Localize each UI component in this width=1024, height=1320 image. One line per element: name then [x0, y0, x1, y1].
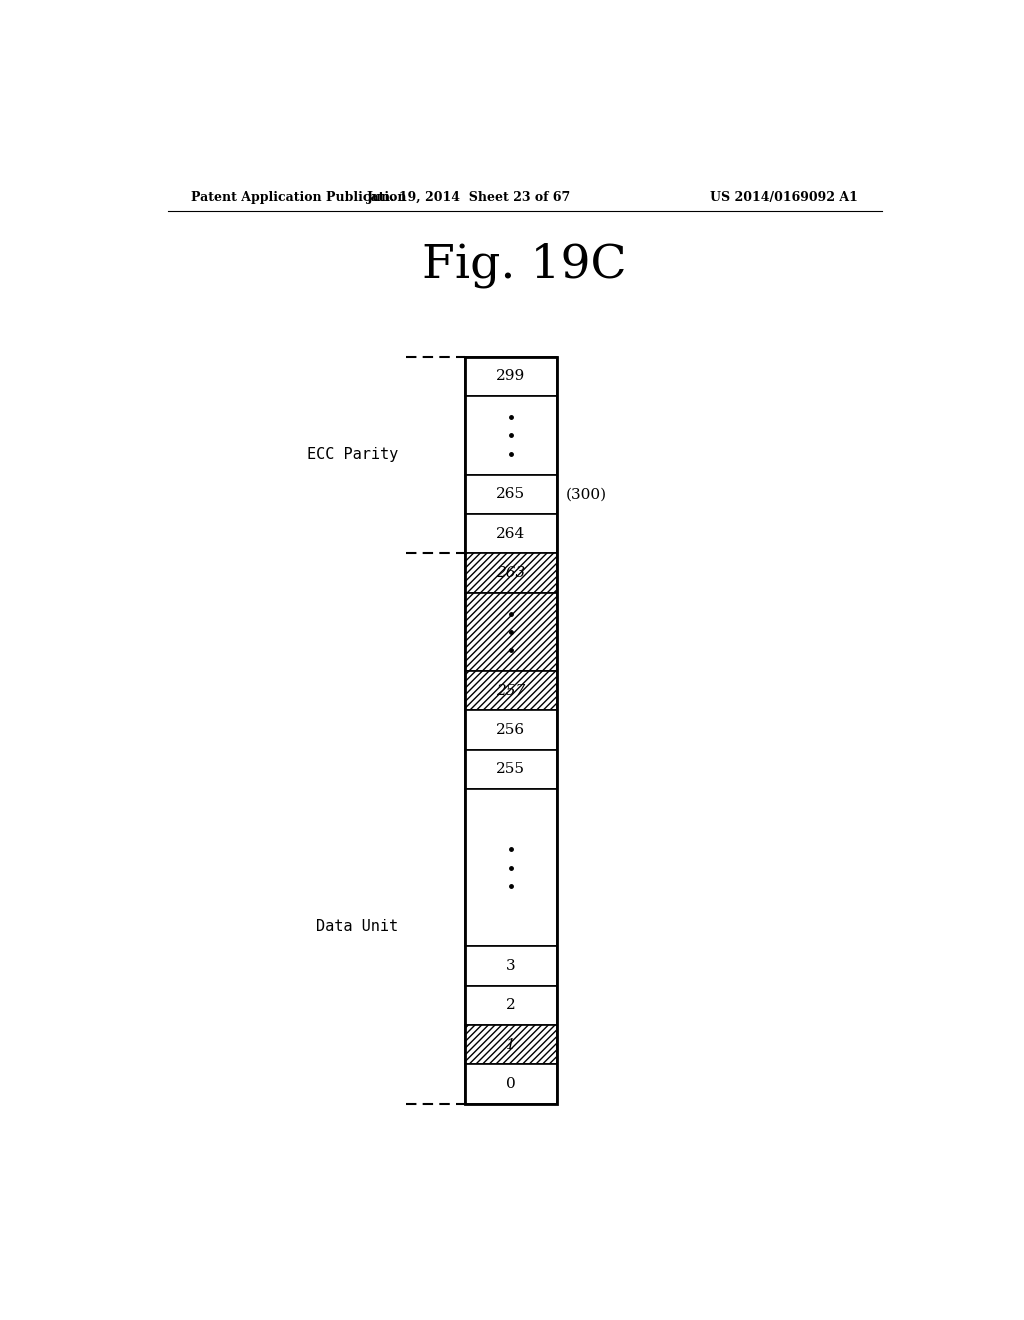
- Text: 2: 2: [506, 998, 516, 1012]
- Bar: [465, 356, 557, 1104]
- Bar: [465, 710, 557, 750]
- Bar: [465, 1026, 557, 1064]
- Bar: [465, 593, 557, 671]
- Text: Jun. 19, 2014  Sheet 23 of 67: Jun. 19, 2014 Sheet 23 of 67: [368, 190, 571, 203]
- Text: 265: 265: [497, 487, 525, 502]
- Text: Fig. 19C: Fig. 19C: [423, 243, 627, 288]
- Bar: [465, 513, 557, 553]
- Text: 263: 263: [497, 566, 525, 579]
- Bar: [465, 1064, 557, 1104]
- Text: 1: 1: [506, 1038, 516, 1052]
- Bar: [465, 553, 557, 593]
- Text: 299: 299: [497, 370, 525, 383]
- Text: 256: 256: [497, 723, 525, 737]
- Bar: [465, 475, 557, 513]
- Bar: [465, 789, 557, 946]
- Bar: [465, 946, 557, 986]
- Bar: [465, 671, 557, 710]
- Bar: [465, 553, 557, 593]
- Bar: [465, 750, 557, 789]
- Bar: [465, 396, 557, 475]
- Text: 3: 3: [506, 960, 516, 973]
- Text: 264: 264: [497, 527, 525, 540]
- Text: US 2014/0169092 A1: US 2014/0169092 A1: [711, 190, 858, 203]
- Text: ECC Parity: ECC Parity: [306, 447, 397, 462]
- Bar: [465, 593, 557, 671]
- Text: 0: 0: [506, 1077, 516, 1092]
- Text: Data Unit: Data Unit: [315, 919, 397, 935]
- Text: 255: 255: [497, 763, 525, 776]
- Bar: [465, 671, 557, 710]
- Bar: [465, 356, 557, 396]
- Bar: [465, 986, 557, 1026]
- Text: 257: 257: [497, 684, 525, 698]
- Text: Patent Application Publication: Patent Application Publication: [191, 190, 407, 203]
- Bar: [465, 1026, 557, 1064]
- Text: (300): (300): [566, 487, 607, 502]
